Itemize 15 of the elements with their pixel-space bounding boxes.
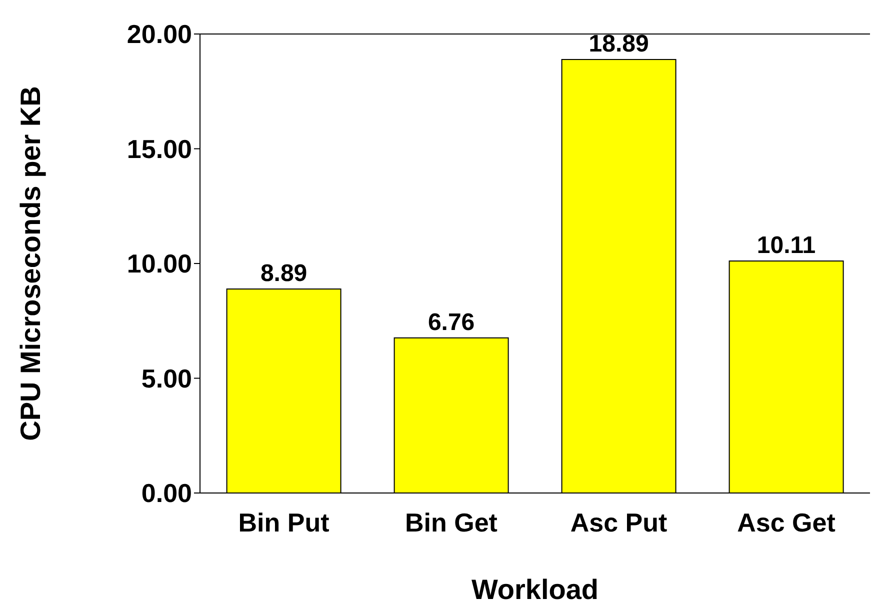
x-tick-label: Asc Put [570, 507, 668, 538]
y-tick-label: 20.00 [126, 19, 192, 50]
x-tick-label: Bin Get [405, 507, 498, 538]
y-tick-label: 0.00 [141, 478, 192, 508]
y-tick-label: 10.00 [126, 248, 192, 279]
y-tick-label: 5.00 [141, 363, 192, 394]
x-axis-title: Workload [471, 574, 599, 605]
data-label: 8.89 [260, 260, 308, 287]
y-tick-label: 15.00 [126, 134, 192, 164]
x-tick-label: Asc Get [737, 507, 836, 538]
y-axis-title: CPU Microseconds per KB [14, 86, 46, 441]
data-label: 10.11 [756, 232, 816, 259]
x-tick-label: Bin Put [238, 507, 330, 538]
data-label: 18.89 [588, 30, 649, 58]
data-label: 6.76 [428, 308, 475, 336]
